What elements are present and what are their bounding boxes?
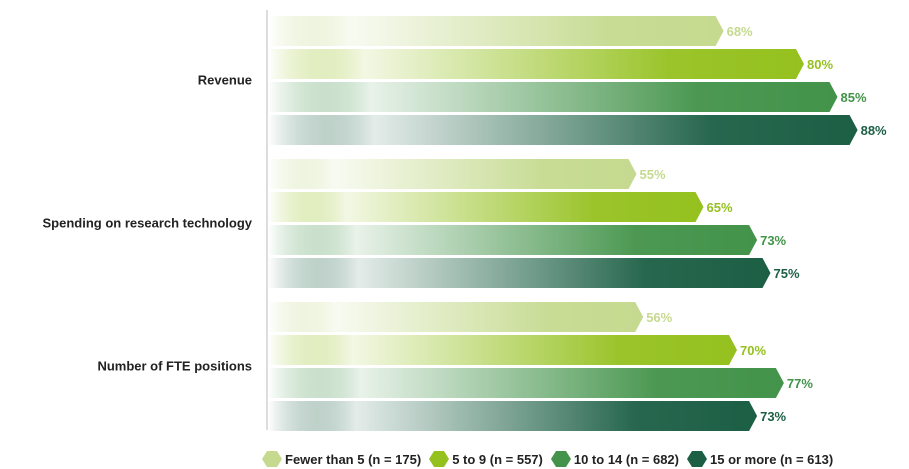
legend-swatch-hexagon-icon (550, 450, 571, 468)
legend-swatch-hexagon-icon (687, 450, 707, 468)
data-label: 88% (861, 123, 887, 138)
bar (268, 225, 758, 255)
data-label: 85% (841, 90, 867, 105)
bar (268, 82, 838, 112)
data-label: 73% (760, 233, 786, 248)
bar (268, 401, 758, 431)
legend-item: Fewer than 5 (n = 175) (262, 450, 421, 468)
category-label: Spending on research technology (43, 216, 253, 231)
category-label: Number of FTE positions (97, 359, 252, 374)
bar (268, 368, 784, 398)
data-label: 73% (760, 409, 786, 424)
data-label: 80% (807, 57, 833, 72)
bar (268, 159, 637, 189)
legend: Fewer than 5 (n = 175) 5 to 9 (n = 557) 10… (262, 449, 841, 469)
data-label: 68% (727, 24, 753, 39)
data-label: 55% (640, 167, 666, 182)
bar (268, 192, 704, 222)
bar (268, 115, 858, 145)
bar (268, 49, 804, 79)
legend-item: 5 to 9 (n = 557) (429, 450, 543, 468)
legend-swatch-hexagon-icon (262, 450, 282, 468)
legend-label: 15 or more (n = 613) (710, 451, 834, 467)
bar (268, 16, 724, 46)
legend-swatch-hexagon-icon (429, 450, 450, 468)
legend-label: 5 to 9 (n = 557) (452, 451, 543, 467)
legend-label: Fewer than 5 (n = 175) (285, 451, 422, 467)
data-label: 65% (707, 200, 733, 215)
category-label: Revenue (198, 73, 252, 88)
bar (268, 335, 737, 365)
data-label: 56% (646, 310, 672, 325)
bar (268, 258, 771, 288)
chart-canvas: Revenue 68% 80% 85% 88% Spending on research … (43, 10, 887, 431)
data-label: 77% (787, 376, 813, 391)
legend-item: 15 or more (n = 613) (687, 450, 833, 468)
legend-item: 10 to 14 (n = 682) (550, 450, 679, 468)
data-label: 75% (774, 266, 800, 281)
legend-label: 10 to 14 (n = 682) (573, 451, 679, 467)
data-label: 70% (740, 343, 766, 358)
bar (268, 302, 644, 332)
